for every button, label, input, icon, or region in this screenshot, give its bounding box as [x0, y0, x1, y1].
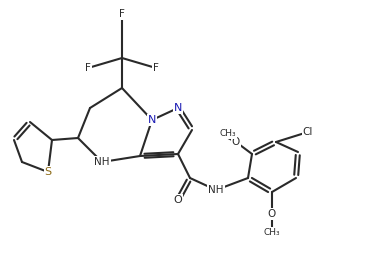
Text: F: F: [85, 63, 91, 73]
Text: CH₃: CH₃: [264, 228, 280, 237]
Text: N: N: [174, 103, 182, 113]
Text: N: N: [148, 115, 156, 125]
Text: Cl: Cl: [303, 127, 313, 137]
Text: O: O: [232, 137, 240, 147]
Text: O: O: [173, 195, 182, 205]
Text: F: F: [153, 63, 159, 73]
Text: O: O: [268, 209, 276, 219]
Text: F: F: [119, 9, 125, 19]
Text: NH: NH: [208, 185, 224, 195]
Text: NH: NH: [94, 157, 110, 167]
Text: CH₃: CH₃: [220, 130, 236, 138]
Text: S: S: [44, 167, 51, 177]
